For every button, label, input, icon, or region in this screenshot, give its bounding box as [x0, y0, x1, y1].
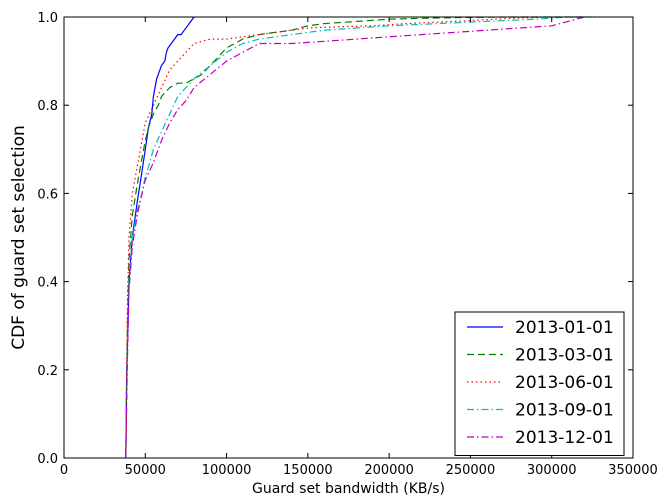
y-axis-label: CDF of guard set selection [9, 125, 29, 350]
x-tick-label: 200000 [364, 463, 414, 478]
series-line-2013-12-01 [125, 16, 585, 459]
x-tick-label: 350000 [608, 463, 658, 478]
y-tick-label: 0.2 [37, 364, 58, 379]
y-tick-label: 0.6 [37, 187, 58, 202]
legend-label: 2013-06-01 [515, 373, 614, 393]
legend-label: 2013-12-01 [515, 428, 614, 448]
x-tick-label: 0 [60, 463, 68, 478]
legend: 2013-01-01 2013-03-01 2013-06-01 2013-09-01… [454, 311, 625, 456]
x-tick-label: 250000 [446, 463, 496, 478]
legend-label: 2013-01-01 [515, 318, 614, 338]
legend-label: 2013-03-01 [515, 346, 614, 366]
x-tick-label: 300000 [527, 463, 577, 478]
x-axis-label: Guard set bandwidth (KB/s) [252, 481, 445, 496]
y-tick-label: 0.4 [37, 276, 58, 291]
plot-frame [63, 16, 634, 459]
series-line-2013-01-01 [125, 16, 195, 459]
ticks-layer: 0 50000 100000 150000 200000 250000 300000 3500… [37, 11, 658, 478]
series-layer [125, 16, 601, 459]
x-tick-label: 100000 [202, 463, 252, 478]
y-tick-label: 1.0 [37, 11, 58, 26]
x-tick-label: 50000 [125, 463, 166, 478]
legend-label: 2013-09-01 [515, 401, 614, 421]
y-tick-label: 0.0 [37, 452, 58, 467]
x-tick-label: 150000 [283, 463, 333, 478]
y-tick-label: 0.8 [37, 99, 58, 114]
series-line-2013-03-01 [125, 16, 585, 459]
legend-box [454, 311, 625, 456]
series-line-2013-09-01 [125, 16, 601, 459]
